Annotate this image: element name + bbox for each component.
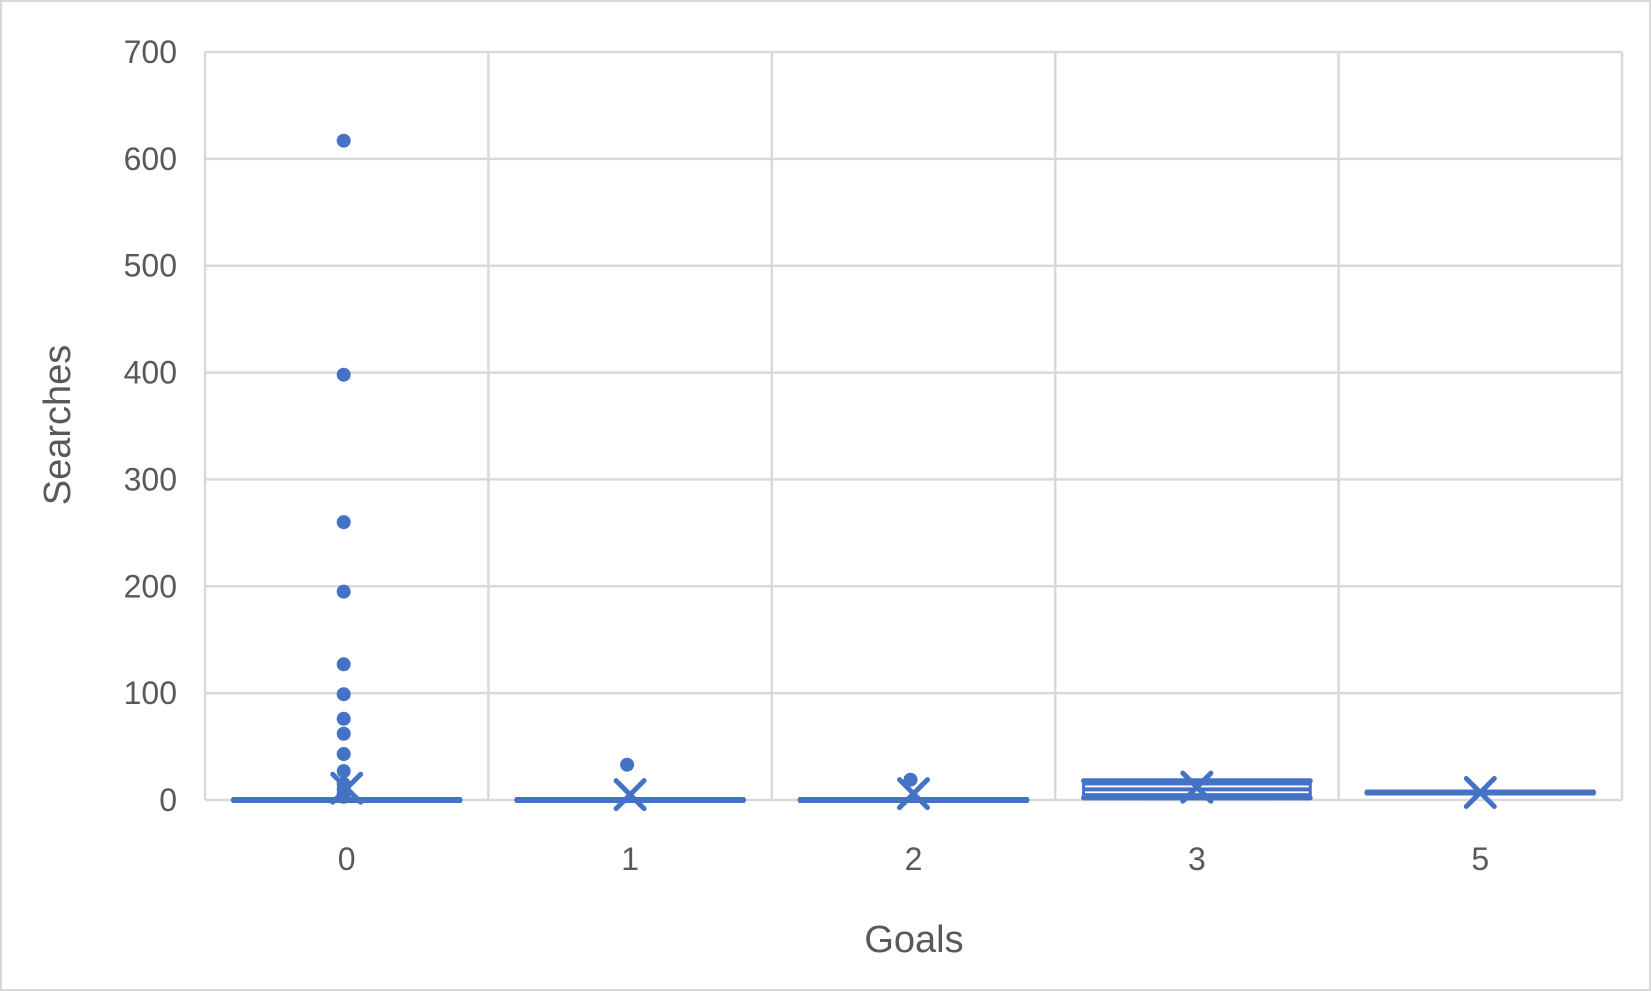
gridlines	[203, 50, 1624, 802]
y-axis-title: Searches	[37, 345, 79, 506]
mean-marker	[613, 778, 647, 812]
y-tick-label: 500	[124, 248, 177, 284]
outlier-point	[336, 764, 351, 779]
outlier-point	[336, 747, 351, 762]
mean-marker	[1180, 770, 1214, 804]
y-tick-label: 600	[124, 141, 177, 177]
mean-marker-stroke	[1463, 776, 1497, 810]
y-tick-label: 400	[124, 355, 177, 391]
mean-marker-stroke	[613, 778, 647, 812]
outlier-point	[336, 515, 351, 530]
box-group-0	[230, 133, 463, 805]
x-tick-label: 3	[1188, 841, 1206, 877]
x-tick-label: 1	[621, 841, 639, 877]
outlier-point	[336, 133, 351, 148]
outlier-point	[903, 772, 918, 787]
x-tick-label: 2	[905, 841, 923, 877]
x-tick-label: 5	[1471, 841, 1489, 877]
outlier-point	[336, 657, 351, 672]
box-group-3	[1081, 770, 1313, 804]
y-tick-label: 700	[124, 34, 177, 70]
y-tick-label: 200	[124, 568, 177, 604]
x-tick-label: 0	[338, 841, 356, 877]
box-group-1	[514, 757, 746, 812]
x-axis-title: Goals	[864, 919, 963, 961]
box-series	[230, 133, 1597, 812]
box-group-5	[1364, 776, 1597, 810]
mean-marker	[1463, 776, 1497, 810]
y-tick-label: 0	[159, 782, 177, 818]
mean-marker	[897, 777, 930, 811]
outlier-point	[336, 726, 351, 741]
outlier-point	[336, 789, 351, 804]
outlier-point	[336, 687, 351, 702]
y-tick-label: 300	[124, 461, 177, 497]
box-group-2	[797, 772, 1030, 811]
outlier-point	[336, 711, 351, 726]
y-tick-label: 100	[124, 675, 177, 711]
y-axis-tick-labels: 0 100 200 300 400 500 600 700	[124, 34, 177, 818]
mean-marker-stroke	[1180, 770, 1214, 804]
x-axis-tick-labels: 0 1 2 3 5	[338, 841, 1489, 877]
outlier-point	[620, 757, 635, 772]
outlier-point	[336, 367, 351, 382]
mean-marker-stroke	[897, 777, 930, 811]
outlier-point	[336, 584, 351, 599]
